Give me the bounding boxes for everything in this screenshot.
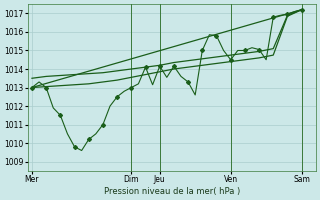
X-axis label: Pression niveau de la mer( hPa ): Pression niveau de la mer( hPa ) — [104, 187, 240, 196]
